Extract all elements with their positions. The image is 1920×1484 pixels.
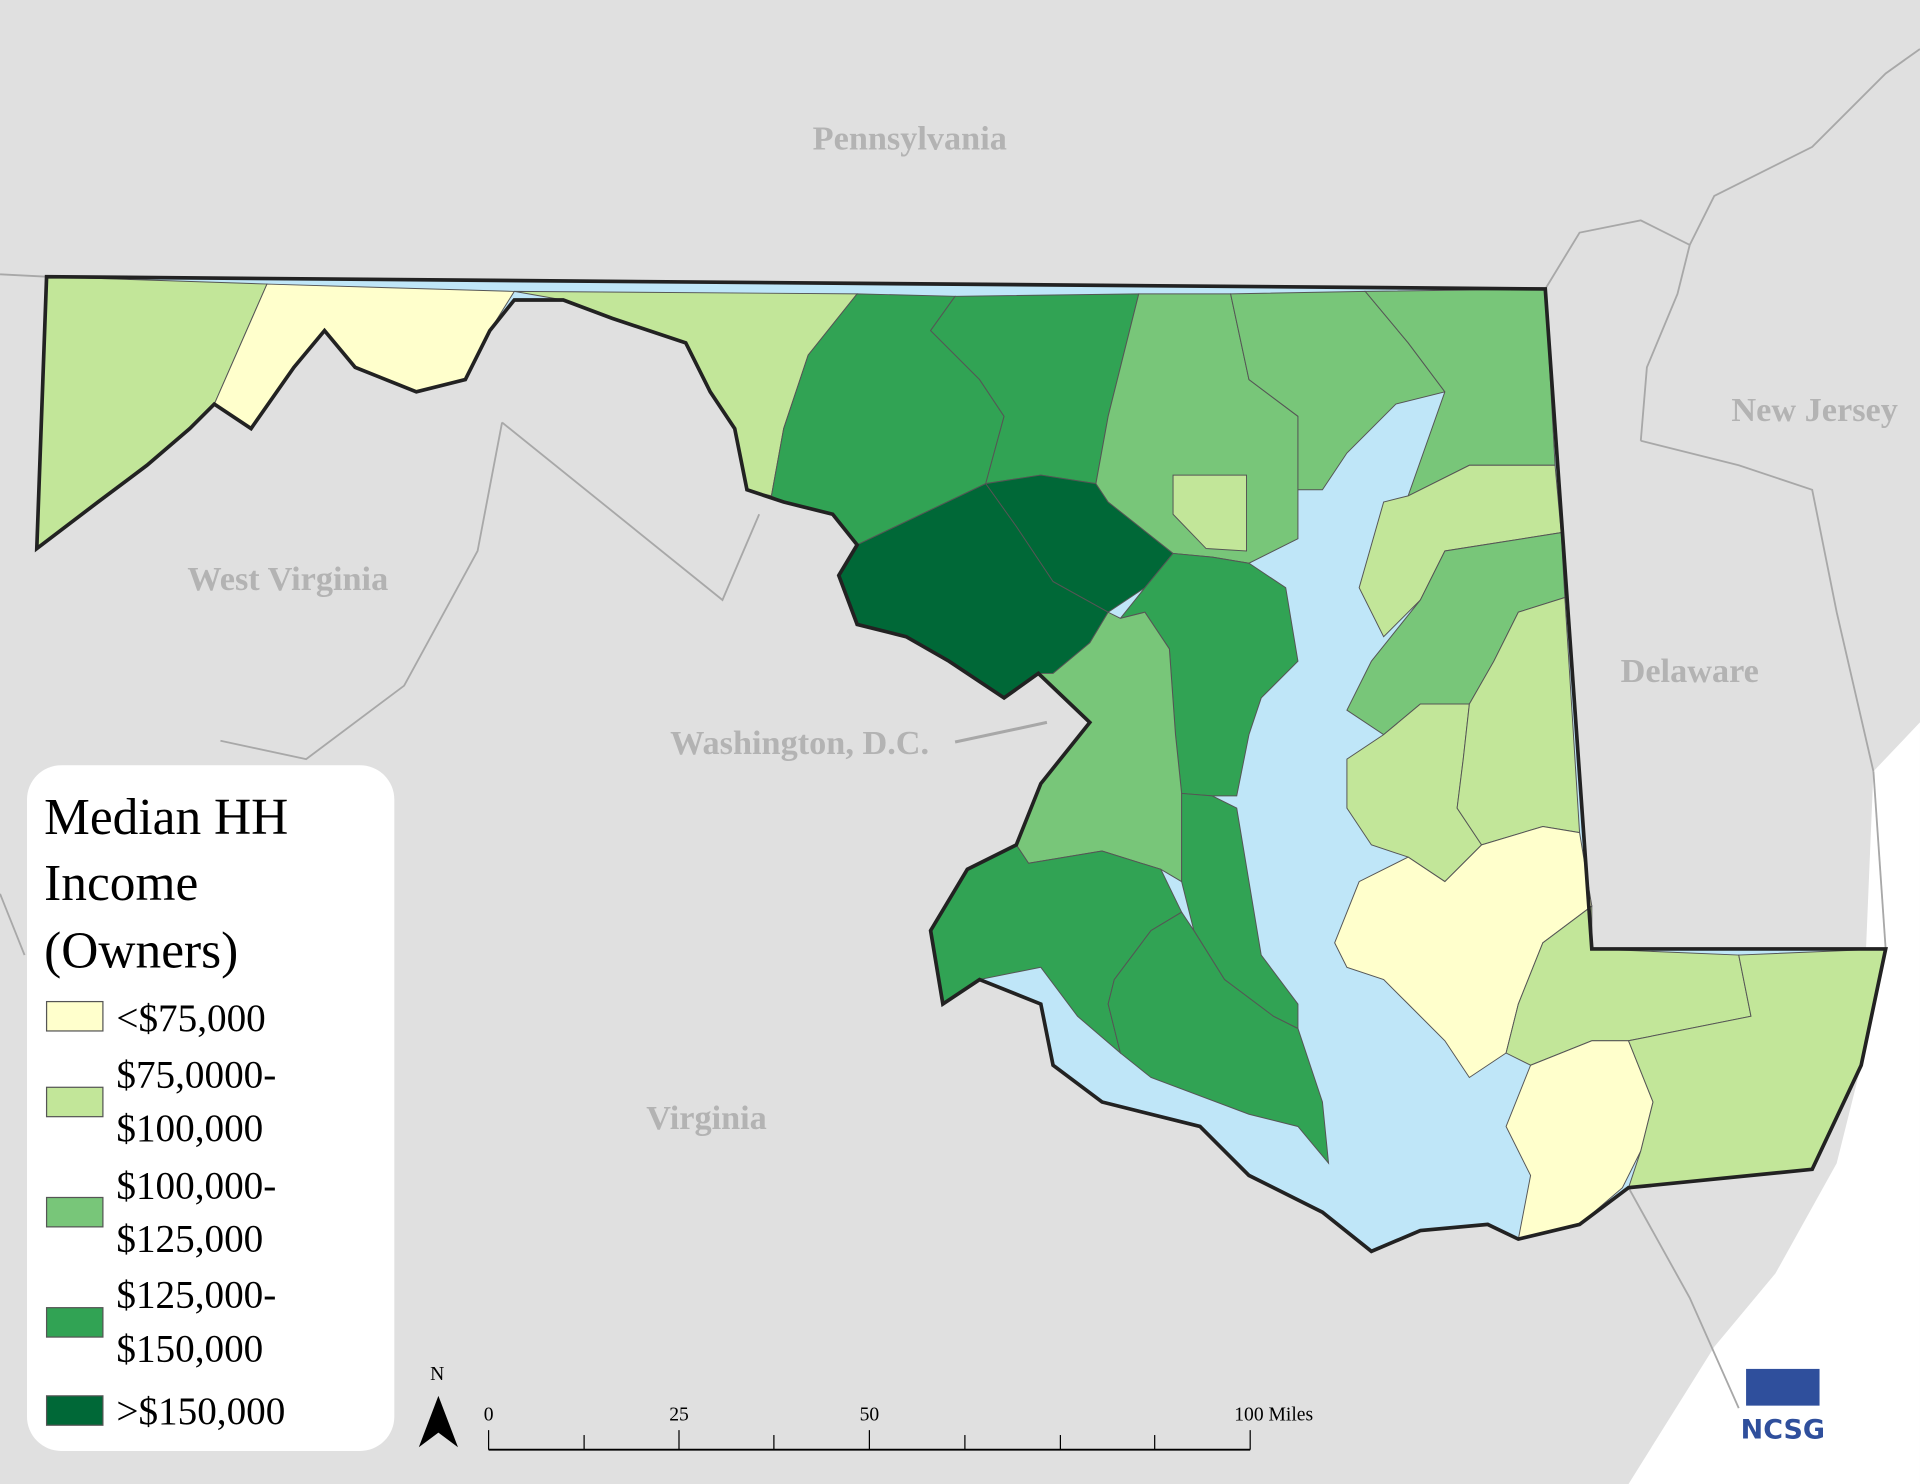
county (1172, 474, 1248, 552)
legend-swatch (45, 1395, 104, 1426)
county (1505, 1040, 1654, 1240)
logo-mark (1746, 1368, 1820, 1406)
county (1181, 792, 1299, 1030)
state-border (34, 274, 1888, 1254)
arrow (418, 1395, 458, 1448)
legend-label: <$75,000 (116, 997, 265, 1040)
scale-label: 25 (669, 1404, 689, 1425)
maryland (34, 274, 1888, 1254)
legend-title: (Owners) (44, 922, 238, 979)
neighbor-borders (0, 48, 1920, 1409)
legend-label: $150,000 (116, 1328, 263, 1371)
legend-swatch (45, 1086, 104, 1118)
legend-label: $125,000 (116, 1217, 263, 1260)
legend-box (26, 765, 395, 1451)
logo-text: NCSG (1741, 1415, 1825, 1446)
scale-label: 0 (484, 1404, 494, 1425)
legend-swatch (45, 1196, 104, 1228)
state-label: Delaware (1621, 652, 1759, 690)
county (1107, 911, 1330, 1165)
legend-label: $100,000- (116, 1165, 276, 1208)
legend-swatch (45, 1000, 104, 1032)
state-label: Pennsylvania (813, 119, 1007, 157)
ocean (1628, 722, 1920, 1484)
state-label: Virginia (646, 1099, 767, 1137)
scale-label: 50 (860, 1404, 880, 1425)
legend-title: Median HH (44, 789, 288, 846)
logo: NCSG (1741, 1368, 1825, 1446)
city-label: Washington, D.C. (670, 724, 929, 762)
legend-label: $75,0000- (116, 1053, 276, 1096)
scale-label: 100 Miles (1234, 1404, 1313, 1425)
legend-title: Income (44, 855, 198, 912)
state-label: New Jersey (1731, 391, 1898, 429)
legend-swatch (45, 1307, 104, 1338)
legend-label: >$150,000 (116, 1390, 285, 1433)
state-label: West Virginia (187, 560, 388, 598)
north-label: N (430, 1364, 444, 1385)
dc-leader (954, 720, 1048, 744)
legend-label: $125,000- (116, 1274, 276, 1317)
scale-bar: 0 25 50 100 Miles (484, 1404, 1313, 1451)
legend: Median HH Income (Owners) <$75,000 $75,0… (26, 765, 395, 1451)
north-arrow: N (418, 1364, 458, 1448)
legend-label: $100,000 (116, 1107, 263, 1150)
